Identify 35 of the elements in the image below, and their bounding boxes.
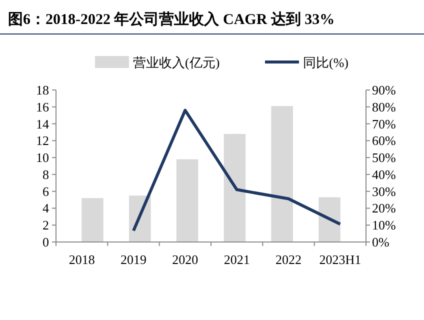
bar bbox=[318, 197, 340, 242]
x-tick-label: 2021 bbox=[224, 252, 250, 267]
y2-tick-label: 40% bbox=[372, 166, 396, 182]
y2-tick-label: 10% bbox=[372, 218, 396, 233]
line-series bbox=[132, 108, 342, 232]
legend-label: 营业收入(亿元) bbox=[133, 55, 220, 70]
x-tick-label: 2020 bbox=[172, 252, 198, 267]
y-tick-label: 12 bbox=[36, 133, 49, 148]
y-tick-label: 10 bbox=[36, 150, 49, 166]
y2-tick-label: 20% bbox=[372, 200, 396, 216]
legend-label: 同比(%) bbox=[303, 55, 348, 70]
bar bbox=[176, 159, 198, 242]
bar bbox=[224, 134, 246, 242]
x-tick-label: 2022 bbox=[276, 252, 302, 267]
bar bbox=[271, 106, 294, 242]
y-tick-label: 14 bbox=[36, 116, 50, 132]
y-tick-label: 16 bbox=[36, 99, 50, 114]
y-tick-label: 6 bbox=[42, 184, 50, 199]
y-tick-label: 0 bbox=[42, 234, 49, 250]
x-tick-label: 2019 bbox=[120, 252, 146, 267]
y2-tick-label: 80% bbox=[372, 99, 396, 114]
y-tick-label: 4 bbox=[42, 200, 50, 216]
y2-tick-label: 0% bbox=[372, 234, 390, 250]
y2-tick-label: 90% bbox=[372, 82, 396, 98]
y-tick-label: 2 bbox=[42, 218, 49, 233]
x-tick-label: 2023H1 bbox=[319, 252, 362, 267]
y2-tick-label: 50% bbox=[372, 150, 396, 166]
y2-tick-label: 30% bbox=[372, 184, 396, 199]
x-tick-label: 2018 bbox=[68, 252, 95, 267]
y2-tick-label: 70% bbox=[372, 116, 396, 132]
bar bbox=[82, 198, 104, 242]
y2-tick-label: 60% bbox=[372, 133, 396, 148]
y-tick-label: 18 bbox=[36, 82, 49, 98]
chart-title: 图6：2018-2022 年公司营业收入 CAGR 达到 33% bbox=[8, 11, 335, 28]
y-tick-label: 8 bbox=[42, 166, 49, 182]
